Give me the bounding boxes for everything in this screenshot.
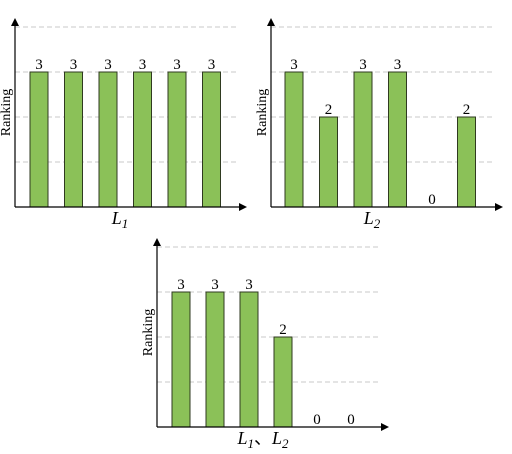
- bar-3: [98, 71, 118, 208]
- bar-4: [133, 71, 152, 208]
- chart-panel-1: 3 3 3 3 3 3 Ranking L1: [0, 18, 247, 231]
- bar-1: [284, 71, 304, 208]
- bar-1: [29, 71, 49, 208]
- bar-5: [167, 71, 187, 208]
- x-axis-arrow: [239, 203, 247, 211]
- value-label-1: 3: [290, 57, 298, 73]
- y-axis-label: Ranking: [0, 89, 14, 136]
- y-axis-arrow: [153, 238, 161, 246]
- value-label-1: 3: [177, 277, 185, 293]
- x-axis-arrow: [495, 203, 503, 211]
- value-label-4: 2: [279, 322, 287, 338]
- value-label-2: 3: [70, 57, 78, 73]
- chart-panel-3: 3 3 3 2 0 0 Ranking L1、L2: [141, 238, 389, 451]
- bar-4: [273, 336, 293, 428]
- y-axis-arrow: [11, 18, 19, 26]
- x-axis-label: L1、L2: [236, 428, 289, 451]
- value-label-6: 2: [463, 102, 471, 118]
- value-label-3: 3: [245, 277, 253, 293]
- chart-panel-2: 3 2 3 3 0 2 Ranking L2: [255, 18, 503, 231]
- value-label-1: 3: [35, 57, 43, 73]
- value-label-5: 0: [428, 192, 436, 208]
- bar-2: [64, 71, 83, 208]
- bar-4: [388, 71, 407, 208]
- bar-2: [319, 116, 338, 208]
- value-label-2: 3: [211, 277, 219, 293]
- bar-3: [353, 71, 373, 208]
- value-label-3: 3: [104, 57, 112, 73]
- y-axis-label: Ranking: [255, 89, 270, 136]
- bar-1: [171, 291, 191, 428]
- value-label-4: 3: [394, 57, 402, 73]
- bar-6: [202, 71, 221, 208]
- value-label-6: 3: [208, 57, 216, 73]
- value-label-2: 2: [325, 102, 333, 118]
- bar-2: [205, 291, 225, 428]
- y-axis-label: Ranking: [141, 309, 156, 356]
- value-label-6: 0: [347, 412, 355, 428]
- x-axis-arrow: [381, 423, 389, 431]
- value-label-3: 3: [359, 57, 367, 73]
- value-label-5: 0: [313, 412, 321, 428]
- bar-3: [239, 291, 259, 428]
- y-axis-arrow: [267, 18, 275, 26]
- value-label-4: 3: [139, 57, 147, 73]
- bar-6: [457, 116, 476, 208]
- x-axis-label: L1: [111, 208, 129, 231]
- x-axis-label: L2: [363, 208, 381, 231]
- value-label-5: 3: [173, 57, 181, 73]
